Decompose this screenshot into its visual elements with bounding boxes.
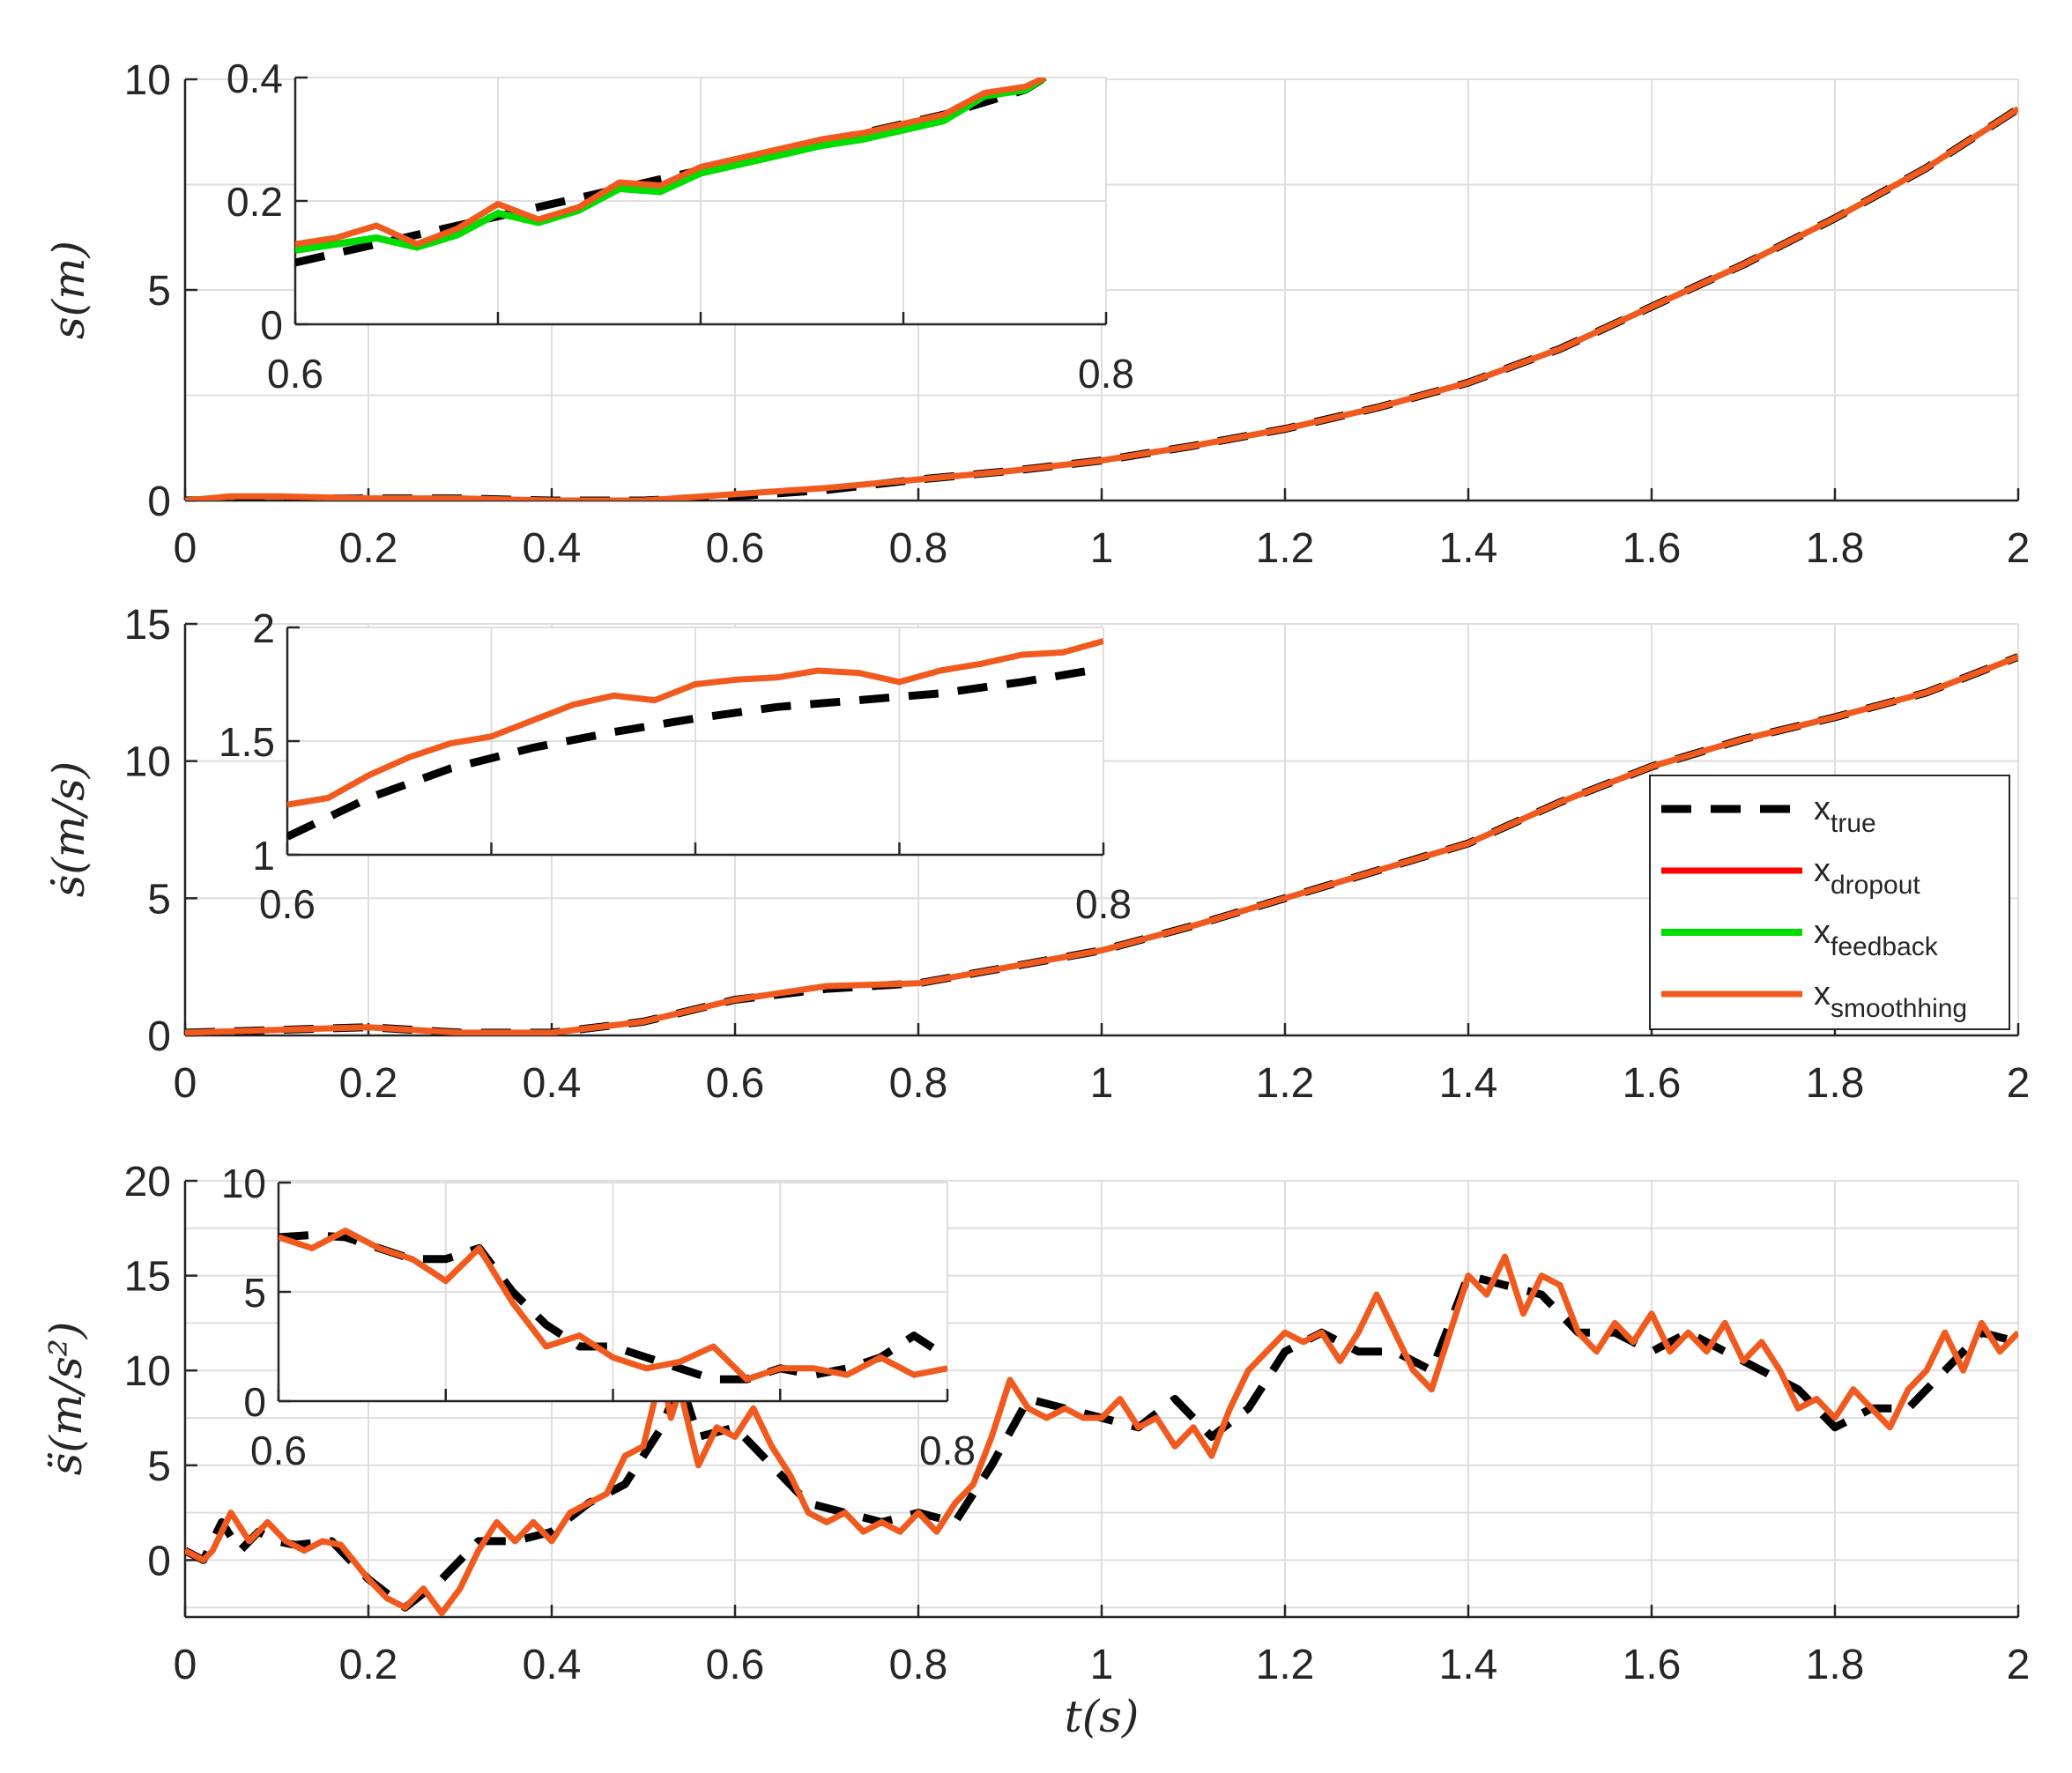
subplot-1-y-tick-label: 0 — [147, 478, 171, 525]
subplot-3-inset-y-tick-label: 5 — [243, 1270, 266, 1316]
subplot-1-x-tick-label: 1.6 — [1623, 525, 1682, 572]
subplot-1-x-tick-label: 1 — [1090, 525, 1114, 572]
legend-label-base: x — [1814, 790, 1831, 827]
subplot-3-inset-series-x_smoothhing — [278, 1228, 947, 1383]
subplot-3-x-tick-label: 1.4 — [1439, 1642, 1498, 1688]
subplot-2-x-tick-label: 0.8 — [889, 1060, 948, 1107]
subplot-2-inset-x-tick-label: 0.8 — [1075, 881, 1132, 927]
subplot-1-inset-series-x_feedback — [295, 78, 1048, 254]
legend-label-sub: dropout — [1831, 871, 1920, 900]
subplot-1-x-tick-label: 1.4 — [1439, 525, 1498, 572]
subplot-3-y-tick-label: 15 — [124, 1254, 171, 1301]
subplot-3-y-tick-label: 0 — [147, 1538, 171, 1584]
subplot-1-ylabel: s(m) — [43, 241, 94, 339]
subplot-1-x-tick-label: 0.4 — [523, 525, 582, 572]
subplot-3-x-tick-label: 0.6 — [706, 1642, 765, 1688]
subplot-1-x-tick-label: 1.2 — [1256, 525, 1315, 572]
subplot-3-x-tick-label: 2 — [2007, 1642, 2031, 1688]
subplot-1-x-tick-label: 0 — [174, 525, 197, 572]
subplot-3-inset-y-tick-label: 0 — [243, 1379, 266, 1425]
subplot-2-x-tick-label: 0.4 — [523, 1060, 582, 1107]
subplot-2-x-tick-label: 1.8 — [1806, 1060, 1865, 1107]
subplot-2-inset-y-tick-label: 1 — [252, 833, 275, 879]
subplot-2-inset-x-tick-label: 0.6 — [259, 881, 316, 927]
subplot-2-x-tick-label: 1.4 — [1439, 1060, 1498, 1107]
subplot-1-y-tick-label: 10 — [124, 57, 171, 104]
subplot-3-inset: 0.6 0.8 0 5 10 — [221, 1161, 976, 1473]
legend-box — [1649, 775, 2010, 1030]
subplot-2-inset-y-tick-label: 1.5 — [219, 719, 275, 765]
legend-label-true: xtrue — [1814, 790, 1876, 838]
subplot-2-y-tick-label: 0 — [147, 1013, 171, 1060]
subplot-3-x-tick-label: 0 — [174, 1642, 197, 1688]
legend-label-sub: feedback — [1831, 932, 1939, 961]
legend-label-smoothing: xsmoothhing — [1814, 976, 1967, 1023]
legend-label-base: x — [1814, 914, 1831, 951]
subplot-3-y-tick-label: 5 — [147, 1443, 171, 1490]
subplot-3-y-tick-label: 10 — [124, 1348, 171, 1395]
subplot-1-inset-x-tick-label: 0.8 — [1078, 351, 1134, 397]
subplot-3-inset-x-tick-label: 0.6 — [250, 1428, 307, 1473]
subplot-3-inset-y-tick-label: 10 — [221, 1161, 266, 1206]
legend-label-sub: true — [1831, 809, 1876, 838]
legend-label-dropout: xdropout — [1814, 852, 1920, 900]
legend-label-base: x — [1814, 852, 1831, 889]
subplot-2-x-tick-label: 2 — [2007, 1060, 2031, 1107]
subplot-2-inset-y-tick-label: 2 — [252, 605, 275, 651]
subplot-3: 0 0.2 0.4 0.6 0.8 1 1.2 1.4 1.6 1.8 205101520s̈(m/… — [41, 1159, 2030, 1688]
subplot-3-x-tick-label: 0.8 — [889, 1642, 948, 1688]
subplot-1-inset-y-tick-label: 0 — [260, 302, 283, 348]
subplot-1-y-tick-label: 5 — [147, 268, 171, 315]
subplot-3-x-tick-label: 1.8 — [1806, 1642, 1865, 1688]
subplot-2-inset-series-group — [287, 638, 1103, 841]
subplot-3-inset-series-group — [278, 1228, 947, 1384]
subplot-1-inset-y-tick-label: 0.4 — [227, 56, 283, 101]
subplot-3-ylabel: s̈(m/s²) — [41, 1322, 92, 1476]
subplot-1-series-x_smoothhing — [185, 106, 2018, 501]
subplot-2-y-tick-label: 10 — [124, 739, 171, 786]
subplot-2-x-tick-label: 1 — [1090, 1060, 1114, 1107]
subplot-1-inset-series-x_smoothhing — [295, 78, 1047, 248]
subplot-3-x-tick-label: 1.6 — [1623, 1642, 1682, 1688]
subplot-2-x-tick-label: 1.6 — [1623, 1060, 1682, 1107]
legend-label-sub: smoothhing — [1831, 994, 1967, 1023]
x-axis-label: t(s) — [1065, 1691, 1140, 1742]
subplot-1-series-group — [185, 105, 2018, 501]
subplot-1-x-tick-label: 0.2 — [339, 525, 398, 572]
subplot-2-x-tick-label: 0.2 — [339, 1060, 398, 1107]
legend-label-feedback: xfeedback — [1814, 914, 1939, 961]
subplot-3-x-tick-label: 0.2 — [339, 1642, 398, 1688]
subplot-2-y-tick-label: 15 — [124, 602, 171, 649]
subplot-2-y-tick-label: 5 — [147, 876, 171, 923]
subplot-3-x-tick-label: 0.4 — [523, 1642, 582, 1688]
subplot-2-series-x_smoothhing — [185, 654, 2018, 1035]
subplot-2-x-tick-label: 0 — [174, 1060, 197, 1107]
subplot-1-inset-series-group — [295, 78, 1048, 267]
subplot-3-x-tick-label: 1.2 — [1256, 1642, 1315, 1688]
subplot-3-y-tick-label: 20 — [124, 1159, 171, 1205]
subplot-1-inset-x-tick-label: 0.6 — [267, 351, 323, 397]
subplot-1-inset-y-tick-label: 0.2 — [227, 179, 283, 225]
subplot-1-x-tick-label: 1.8 — [1806, 525, 1865, 572]
subplot-2-series-group — [185, 653, 2018, 1035]
subplot-3-series-group — [185, 1253, 2018, 1617]
subplot-2-x-tick-label: 1.2 — [1256, 1060, 1315, 1107]
subplot-2-ylabel: ṡ(m/s) — [43, 761, 94, 898]
subplot-1-x-tick-label: 2 — [2007, 525, 2031, 572]
subplot-3-series-x_smoothhing — [185, 1253, 2018, 1617]
subplot-3-inset-x-tick-label: 0.8 — [919, 1428, 976, 1473]
subplot-1-x-tick-label: 0.8 — [889, 525, 948, 572]
subplot-1-inset: 0.6 0.8 0 0.2 0.4 — [227, 56, 1134, 397]
subplot-2-x-tick-label: 0.6 — [706, 1060, 765, 1107]
subplot-2-inset-series-x_smoothhing — [287, 638, 1103, 808]
subplot-2-inset: 0.6 0.8 1 1.5 2 — [219, 605, 1132, 927]
legend-label-base: x — [1814, 976, 1831, 1013]
subplot-1-x-tick-label: 0.6 — [706, 525, 765, 572]
subplot-3-x-tick-label: 1 — [1090, 1642, 1114, 1688]
subplot-2-inset-series-x_true — [287, 664, 1103, 841]
